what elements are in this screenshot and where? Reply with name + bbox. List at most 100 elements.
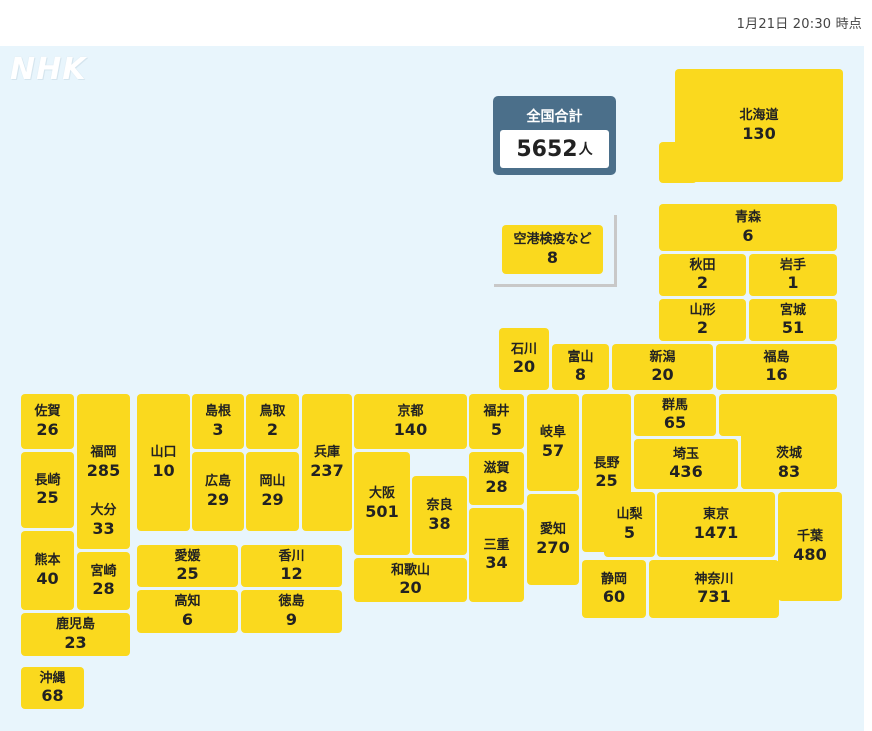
national-total-box: 5652 人 <box>500 130 609 168</box>
prefecture-name: 鳥取 <box>259 404 286 420</box>
prefecture-block[interactable]: 香川 12 <box>241 545 342 587</box>
prefecture-block[interactable]: 神奈川 731 <box>649 560 779 618</box>
prefecture-name: 福岡 <box>90 445 117 461</box>
prefecture-name: 静岡 <box>600 571 627 587</box>
prefecture-name: 東京 <box>702 507 729 523</box>
prefecture-block[interactable]: 福島 16 <box>716 344 837 390</box>
prefecture-count: 83 <box>777 461 801 481</box>
prefecture-name: 空港検疫など <box>513 232 592 248</box>
prefecture-block[interactable]: 千葉 480 <box>778 492 842 601</box>
prefecture-name: 熊本 <box>34 553 61 569</box>
prefecture-block[interactable]: 島根 3 <box>192 394 244 449</box>
prefecture-name: 兵庫 <box>313 445 340 461</box>
prefecture-count: 25 <box>36 488 59 508</box>
prefecture-block[interactable]: 福井 5 <box>469 394 524 449</box>
prefecture-name: 鹿児島 <box>55 617 95 633</box>
prefecture-block[interactable]: 茨城 83 <box>741 394 837 489</box>
prefecture-count: 16 <box>765 365 788 385</box>
prefecture-block[interactable]: 山口 10 <box>137 394 190 531</box>
prefecture-block[interactable]: 大阪 501 <box>354 452 410 555</box>
prefecture-name: 佐賀 <box>34 404 61 420</box>
prefecture-count: 40 <box>36 568 59 588</box>
prefecture-count: 140 <box>393 419 428 439</box>
prefecture-name: 広島 <box>204 474 231 490</box>
prefecture-name: 宮崎 <box>90 563 117 579</box>
prefecture-block[interactable]: 大分 33 <box>77 492 130 549</box>
prefecture-block[interactable]: 三重 34 <box>469 508 524 602</box>
prefecture-name: 長野 <box>593 455 620 471</box>
prefecture-block[interactable]: 佐賀 26 <box>21 394 74 449</box>
prefecture-block[interactable]: 宮崎 28 <box>77 552 130 610</box>
prefecture-block[interactable]: 奈良 38 <box>412 476 467 555</box>
prefecture-name: 埼玉 <box>672 446 699 462</box>
prefecture-block[interactable]: 北海道 130 <box>675 69 843 182</box>
prefecture-block[interactable]: 愛媛 25 <box>137 545 238 587</box>
prefecture-block[interactable]: 岐阜 57 <box>527 394 579 491</box>
prefecture-count: 501 <box>365 501 399 521</box>
prefecture-name: 新潟 <box>649 349 676 365</box>
prefecture-block[interactable]: 愛知 270 <box>527 494 579 585</box>
prefecture-name: 徳島 <box>278 594 305 610</box>
prefecture-name: 京都 <box>397 404 424 420</box>
prefecture-block[interactable]: 徳島 9 <box>241 590 342 633</box>
prefecture-block[interactable]: 秋田 2 <box>659 254 746 296</box>
prefecture-count: 8 <box>574 365 587 385</box>
prefecture-block[interactable]: 宮城 51 <box>749 299 837 341</box>
prefecture-count: 270 <box>536 537 570 557</box>
prefecture-block[interactable]: 群馬 65 <box>634 394 716 436</box>
prefecture-count: 33 <box>92 518 115 538</box>
prefecture-block[interactable]: 京都 140 <box>354 394 467 449</box>
prefecture-block[interactable]: 青森 6 <box>659 204 837 251</box>
prefecture-count: 25 <box>595 471 618 491</box>
prefecture-block[interactable]: 兵庫 237 <box>302 394 352 531</box>
prefecture-block[interactable]: 高知 6 <box>137 590 238 633</box>
prefecture-count: 38 <box>428 513 451 533</box>
nhk-logo: NHK <box>10 52 87 87</box>
prefecture-block[interactable]: 熊本 40 <box>21 531 74 610</box>
prefecture-count: 51 <box>781 318 805 338</box>
prefecture-block[interactable]: 山形 2 <box>659 299 746 341</box>
prefecture-block[interactable]: 富山 8 <box>552 344 609 390</box>
prefecture-block[interactable]: 長崎 25 <box>21 452 74 528</box>
prefecture-count: 9 <box>285 609 298 629</box>
prefecture-count: 26 <box>36 419 59 439</box>
prefecture-name: 山形 <box>689 302 716 318</box>
prefecture-count: 1 <box>787 273 799 293</box>
prefecture-name: 北海道 <box>739 108 779 124</box>
prefecture-block[interactable]: 沖縄 68 <box>21 667 84 709</box>
prefecture-count: 20 <box>651 365 674 385</box>
prefecture-name: 大分 <box>90 503 117 519</box>
timestamp: 1月21日 20:30 時点 <box>736 17 862 32</box>
national-total-unit: 人 <box>578 142 593 158</box>
prefecture-name: 山口 <box>150 445 177 461</box>
prefecture-block[interactable]: 石川 20 <box>499 328 549 390</box>
prefecture-block[interactable]: 鳥取 2 <box>246 394 299 449</box>
prefecture-name: 宮城 <box>779 302 806 318</box>
prefecture-name: 香川 <box>278 548 305 564</box>
airport-bracket <box>614 215 617 287</box>
prefecture-name: 奈良 <box>426 498 453 514</box>
prefecture-name: 岩手 <box>779 257 806 273</box>
prefecture-count: 20 <box>512 357 536 377</box>
prefecture-name: 青森 <box>734 210 761 226</box>
prefecture-block[interactable]: 埼玉 436 <box>634 439 738 489</box>
prefecture-count: 28 <box>485 476 508 496</box>
prefecture-count: 29 <box>261 489 284 509</box>
prefecture-block[interactable]: 岡山 29 <box>246 452 299 531</box>
prefecture-block[interactable]: 広島 29 <box>192 452 244 531</box>
prefecture-block[interactable]: 和歌山 20 <box>354 558 467 602</box>
national-total-value: 5652 <box>516 136 578 162</box>
prefecture-block[interactable]: 鹿児島 23 <box>21 613 130 656</box>
prefecture-block[interactable]: 静岡 60 <box>582 560 646 618</box>
prefecture-count: 480 <box>793 544 827 564</box>
prefecture-count: 8 <box>546 247 559 267</box>
prefecture-block[interactable]: 山梨 5 <box>604 492 655 557</box>
prefecture-count: 10 <box>152 460 175 480</box>
prefecture-block[interactable]: 東京 1471 <box>657 492 775 557</box>
prefecture-count: 5 <box>623 522 636 542</box>
prefecture-block[interactable]: 滋賀 28 <box>469 452 524 505</box>
prefecture-block[interactable]: 新潟 20 <box>612 344 713 390</box>
prefecture-block[interactable]: 岩手 1 <box>749 254 837 296</box>
prefecture-name: 岡山 <box>259 474 286 490</box>
prefecture-block[interactable]: 空港検疫など 8 <box>502 225 603 274</box>
